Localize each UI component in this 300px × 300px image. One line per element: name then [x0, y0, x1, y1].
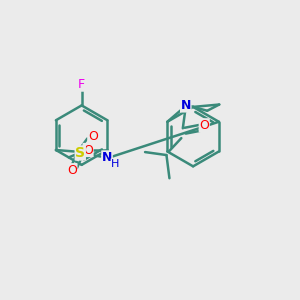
Text: O: O [199, 119, 209, 132]
Text: N: N [102, 151, 112, 164]
Text: N: N [181, 99, 191, 112]
Text: O: O [88, 130, 98, 143]
Text: H: H [111, 159, 119, 169]
Text: S: S [75, 146, 85, 160]
Text: O: O [83, 143, 93, 157]
Text: F: F [78, 78, 85, 91]
Text: O: O [67, 164, 77, 177]
